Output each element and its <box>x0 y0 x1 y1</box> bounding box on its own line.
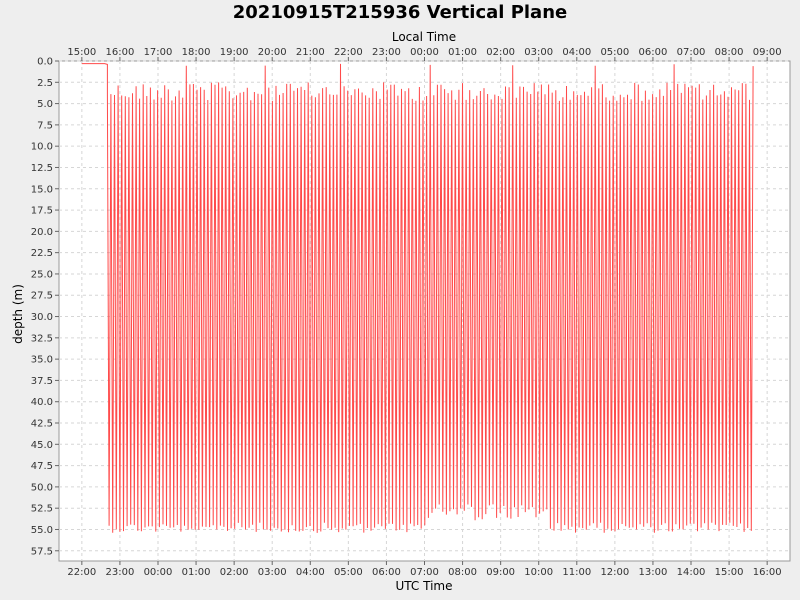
axes: 22:00 15:00 23:00 16:00 00:00 17:00 01:00 18:00… <box>31 47 782 578</box>
x2-tick-label: 17:00 <box>144 47 173 58</box>
y-tick-label: 35.0 <box>31 355 53 366</box>
depth-series-line <box>81 63 754 533</box>
x2-tick-label: 21:00 <box>296 47 325 58</box>
x2-tick-label: 18:00 <box>182 47 211 58</box>
y-axis-label: depth (m) <box>11 284 25 344</box>
y-tick-label: 22.5 <box>31 248 53 259</box>
x-tick-label: 13:00 <box>639 567 668 578</box>
x2-tick-label: 22:00 <box>334 47 363 58</box>
y-tick-label: 30.0 <box>31 312 53 323</box>
y-tick-label: 17.5 <box>31 206 53 217</box>
x-tick-label: 23:00 <box>106 567 135 578</box>
y-tick-label: 47.5 <box>31 461 53 472</box>
x-tick-label: 02:00 <box>220 567 249 578</box>
y-tick-label: 7.5 <box>37 120 53 131</box>
x2-tick-label: 05:00 <box>600 47 629 58</box>
y-tick-label: 40.0 <box>31 397 53 408</box>
x-tick-label: 12:00 <box>600 567 629 578</box>
chart-title: 20210915T215936 Vertical Plane <box>232 2 568 23</box>
x2-tick-label: 16:00 <box>106 47 135 58</box>
y-tick-label: 57.5 <box>31 546 53 557</box>
x-tick-label: 05:00 <box>334 567 363 578</box>
x2-tick-label: 06:00 <box>639 47 668 58</box>
y-tick-label: 37.5 <box>31 376 53 387</box>
x-tick-label: 15:00 <box>715 567 744 578</box>
y-tick-label: 12.5 <box>31 163 53 174</box>
x-tick-label: 14:00 <box>677 567 706 578</box>
y-tick-label: 45.0 <box>31 440 53 451</box>
y-tick-label: 42.5 <box>31 419 53 430</box>
x2-tick-label: 04:00 <box>562 47 591 58</box>
x-axis-label: UTC Time <box>396 579 453 593</box>
y-tick-label: 20.0 <box>31 227 53 238</box>
x-tick-label: 07:00 <box>410 567 439 578</box>
y-tick-label: 50.0 <box>31 482 53 493</box>
x2-tick-label: 08:00 <box>715 47 744 58</box>
y-tick-label: 2.5 <box>37 78 53 89</box>
x2-tick-label: 03:00 <box>524 47 553 58</box>
x-tick-label: 11:00 <box>562 567 591 578</box>
x2-tick-label: 00:00 <box>410 47 439 58</box>
x-tick-label: 06:00 <box>372 567 401 578</box>
x2-axis-label: Local Time <box>392 30 456 44</box>
x-tick-label: 22:00 <box>67 567 96 578</box>
x-tick-label: 04:00 <box>296 567 325 578</box>
x-tick-label: 08:00 <box>448 567 477 578</box>
x2-tick-label: 09:00 <box>753 47 782 58</box>
x-tick-label: 00:00 <box>144 567 173 578</box>
y-tick-label: 5.0 <box>37 99 53 110</box>
y-tick-label: 55.0 <box>31 525 53 536</box>
y-tick-label: 25.0 <box>31 269 53 280</box>
y-tick-label: 0.0 <box>37 57 53 68</box>
x2-tick-label: 23:00 <box>372 47 401 58</box>
x-tick-label: 16:00 <box>753 567 782 578</box>
x-tick-label: 01:00 <box>182 567 211 578</box>
x-tick-label: 03:00 <box>258 567 287 578</box>
y-tick-label: 10.0 <box>31 142 53 153</box>
x-tick-label: 09:00 <box>486 567 515 578</box>
x2-tick-label: 19:00 <box>220 47 249 58</box>
x2-tick-label: 07:00 <box>677 47 706 58</box>
x2-tick-label: 02:00 <box>486 47 515 58</box>
y-tick-label: 52.5 <box>31 504 53 515</box>
y-tick-label: 27.5 <box>31 291 53 302</box>
x-tick-label: 10:00 <box>524 567 553 578</box>
x2-tick-label: 20:00 <box>258 47 287 58</box>
x2-tick-label: 01:00 <box>448 47 477 58</box>
y-tick-label: 15.0 <box>31 184 53 195</box>
series-layer <box>81 63 754 533</box>
x2-tick-label: 15:00 <box>67 47 96 58</box>
y-tick-label: 32.5 <box>31 333 53 344</box>
